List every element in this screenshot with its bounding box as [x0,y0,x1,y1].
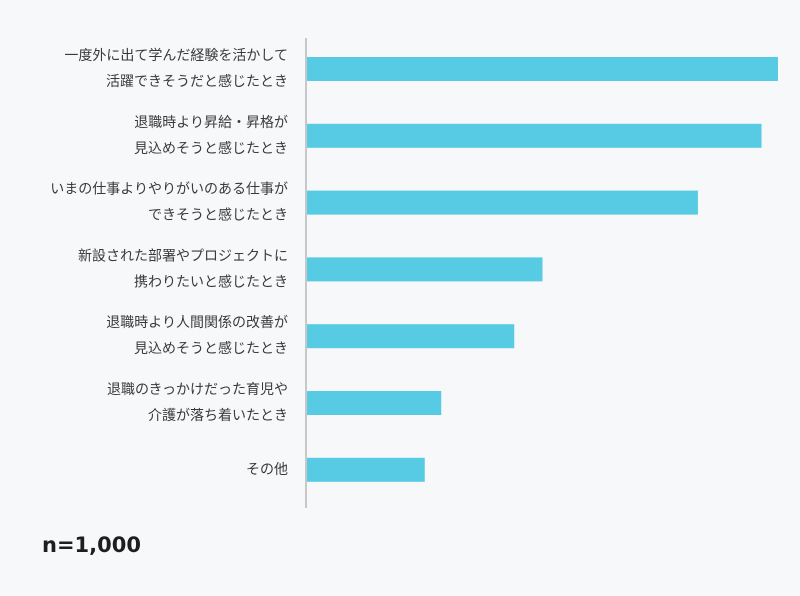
category-label-2-line-2: 見込めそうと感じたとき [134,140,288,157]
category-labels-group: 一度外に出て学んだ経験を活かして活躍できそうだと感じたとき退職時より昇給・昇格が… [50,48,288,478]
category-label-1-line-1: 一度外に出て学んだ経験を活かして [64,48,288,64]
category-label-6-line-2: 介護が落ち着いたとき [148,408,288,424]
category-label-1-line-2: 活躍できそうだと感じたとき [106,73,288,90]
bar-1 [307,57,778,81]
bar-4 [307,257,543,282]
category-label-3-line-2: できそうと感じたとき [148,207,288,224]
category-label-7-line-1: その他 [246,462,288,478]
bar-7 [307,457,425,482]
bar-6 [307,391,442,415]
category-label-2-line-1: 退職時より昇給・昇格が [134,115,288,131]
bars-group [307,57,778,482]
bar-5 [307,324,515,349]
bar-3 [307,190,698,215]
category-label-6-line-1: 退職のきっかけだった育児や [107,382,288,398]
category-label-5-line-1: 退職時より人間関係の改善が [106,315,288,331]
bar-2 [307,123,762,148]
sample-size-note: n=1,000 [42,533,141,557]
category-label-4-line-2: 携わりたいと感じたとき [134,273,288,290]
category-label-3-line-1: いまの仕事よりやりがいのある仕事が [50,182,288,198]
category-label-5-line-2: 見込めそうと感じたとき [134,340,288,357]
category-label-4-line-1: 新設された部署やプロジェクトに [78,248,288,264]
